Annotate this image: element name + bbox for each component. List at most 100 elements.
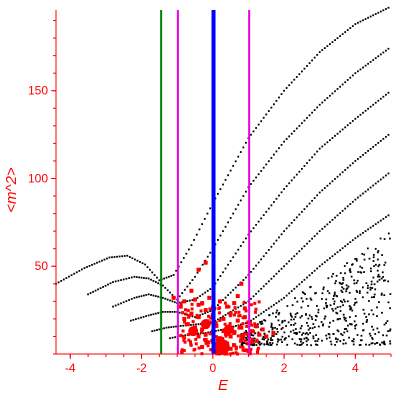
black-point [293,176,296,179]
black-point [357,21,359,24]
black-point [113,256,116,258]
black-point [138,276,141,279]
black-point [345,319,348,322]
black-point [290,221,293,224]
black-point [369,15,372,18]
black-point [342,339,345,341]
black-point [261,322,264,325]
red-point [249,303,253,307]
black-point [158,279,161,282]
black-point [239,304,242,307]
black-point [380,293,383,296]
black-point [171,310,174,313]
black-point [339,272,342,274]
black-point [222,230,224,233]
black-point [344,317,347,320]
black-point [374,247,377,250]
black-point [353,320,356,323]
black-point [355,259,358,262]
black-point [362,111,364,114]
red-point [253,323,258,328]
black-point [313,269,316,272]
black-point [232,289,235,291]
black-point [318,51,321,54]
black-point [298,213,301,216]
black-point [355,258,358,260]
red-point [234,347,238,351]
black-point [354,297,357,300]
black-point [199,295,201,297]
black-point [350,307,353,310]
black-point [383,340,385,343]
black-point [351,120,354,122]
black-point [379,97,382,100]
black-point [353,282,356,285]
black-point [197,323,200,326]
black-point [378,301,380,304]
black-point [336,295,339,298]
black-point [283,140,285,143]
black-point [260,287,263,290]
black-point [358,292,361,294]
black-point [191,315,194,318]
black-point [290,318,293,321]
black-point [303,165,306,167]
black-point [141,262,144,265]
black-point [278,312,281,314]
black-point [268,314,271,317]
red-point [217,336,222,341]
black-point [270,324,273,327]
black-point [357,70,359,73]
black-point [285,262,288,265]
red-point [182,338,186,342]
black-point [344,169,347,171]
black-point [170,275,173,277]
black-point [364,230,367,233]
black-point [353,279,356,282]
black-point [372,256,375,259]
black-point [327,333,330,335]
black-point [383,341,386,344]
black-point [343,318,346,321]
black-point [242,279,245,281]
red-point [228,346,233,351]
red-point [217,307,221,311]
black-point [372,224,375,227]
black-point [385,334,388,337]
black-point [358,290,361,293]
black-point [312,323,315,325]
black-point [147,314,150,317]
black-point [332,309,335,312]
red-point [200,302,204,306]
black-point [271,326,274,329]
black-point [306,276,308,279]
black-point [339,85,341,88]
black-point [274,326,276,329]
black-point [229,217,232,219]
black-point [288,292,291,295]
black-point [237,155,240,158]
black-point [311,237,313,240]
red-point [204,333,207,337]
black-point [165,276,168,279]
black-point [371,287,374,289]
black-point [262,116,265,119]
black-point [377,250,380,252]
black-point [334,253,336,256]
black-point [318,103,321,106]
red-point [241,345,245,349]
black-point [324,315,327,318]
black-point [350,275,353,278]
black-point [363,253,366,256]
black-point [185,252,188,255]
black-series-layer [55,6,392,347]
black-point [382,342,385,345]
black-point [220,329,222,331]
black-point [376,269,379,272]
black-point [86,266,88,268]
black-point [145,294,148,296]
black-point [271,335,274,337]
black-point [277,313,280,316]
black-point [197,332,199,335]
black-point [193,239,195,241]
